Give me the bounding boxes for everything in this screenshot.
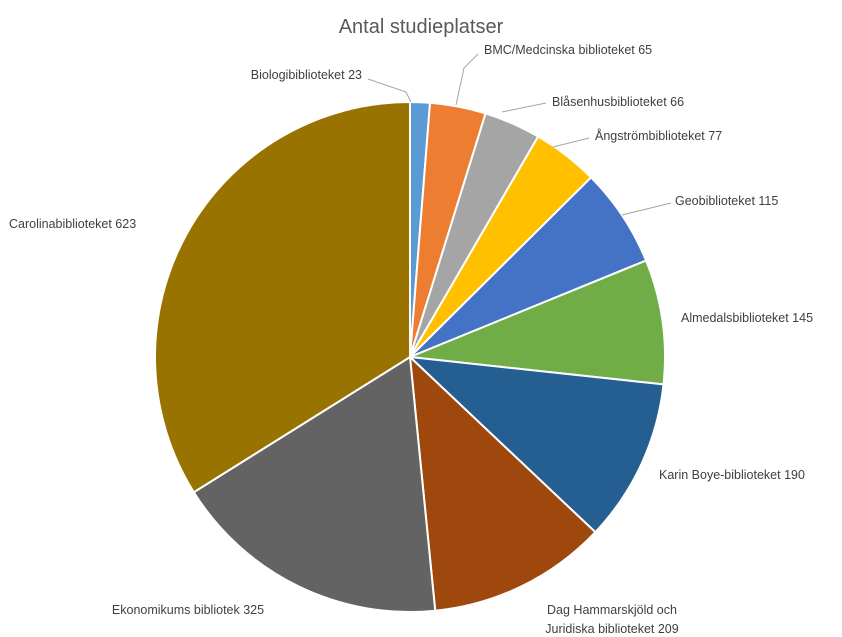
data-label-carolinabiblioteket: Carolinabiblioteket 623 — [9, 217, 136, 231]
data-label-ekonomikums-bibliotek: Ekonomikums bibliotek 325 — [112, 603, 264, 617]
leader-line-geobiblioteket — [621, 202, 672, 216]
data-label-blasenhusbiblioteket: Blåsenhusbiblioteket 66 — [552, 95, 684, 109]
data-label-karin-boye-biblioteket: Karin Boye-biblioteket 190 — [659, 468, 805, 482]
data-label-almedalsbiblioteket: Almedalsbiblioteket 145 — [681, 311, 813, 325]
pie-slices — [154, 100, 666, 614]
leader-line-angstrombiblioteket — [552, 137, 590, 148]
leader-line-biologibiblioteket — [367, 78, 412, 103]
pie-slice-ekonomikums-bibliotek — [192, 355, 437, 614]
data-label-dag-hammarskjold-och-juridiska-biblioteket: Dag Hammarskjöld och Juridiska biblioteke… — [545, 603, 678, 636]
leader-line-blasenhusbiblioteket — [501, 102, 547, 113]
pie-slice-carolinabiblioteket — [154, 100, 411, 494]
data-label-geobiblioteket: Geobiblioteket 115 — [675, 194, 778, 208]
data-label-angstrombiblioteket: Ångströmbiblioteket 77 — [595, 128, 722, 143]
data-labels: Biologibiblioteket 23 BMC/Medcinska bibli… — [9, 43, 813, 636]
data-label-bmc-medcinska-biblioteket: BMC/Medcinska biblioteket 65 — [484, 43, 652, 57]
data-label-biologibiblioteket: Biologibiblioteket 23 — [251, 68, 362, 82]
leader-lines — [367, 53, 672, 216]
pie-slice-karin-boye-biblioteket — [407, 355, 665, 534]
chart-title: Antal studieplatser — [339, 16, 504, 38]
pie-slice-almedalsbiblioteket — [409, 259, 666, 386]
pie-slice-dag-hammarskjold-och-juridiska-biblioteket — [408, 354, 597, 612]
leader-line-bmc-medcinska-biblioteket — [455, 53, 479, 106]
